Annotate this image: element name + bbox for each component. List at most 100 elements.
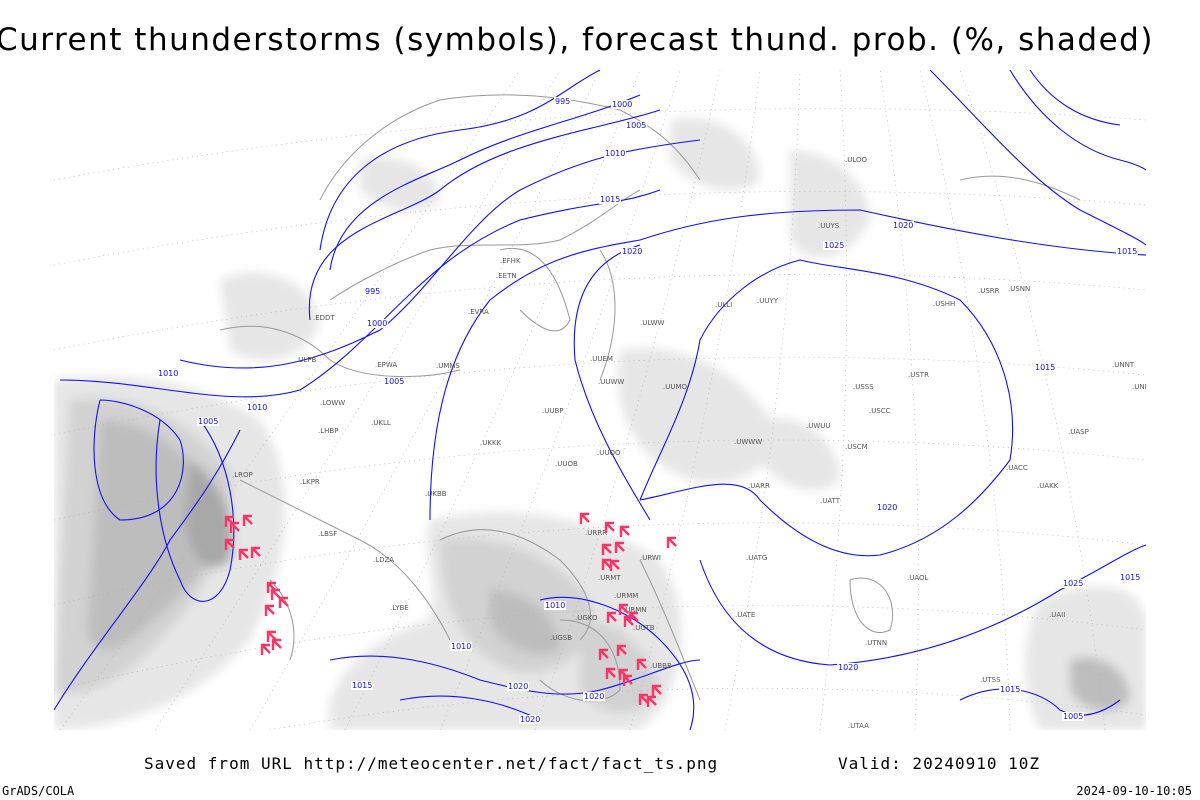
isobar-label: 1025 bbox=[1063, 579, 1083, 588]
isobar-label: 1015 bbox=[352, 681, 372, 690]
meridian bbox=[59, 70, 521, 730]
isobar-label: 1005 bbox=[384, 377, 404, 386]
station-label: .UUOB bbox=[555, 460, 578, 468]
isobar bbox=[959, 688, 1121, 716]
station-label: .UKKK bbox=[480, 439, 502, 447]
isobar-label-bg bbox=[1062, 712, 1084, 721]
station-label: .LOWW bbox=[320, 399, 345, 407]
station-label: .UNNT bbox=[1112, 361, 1135, 369]
coastline bbox=[849, 577, 894, 633]
coastline bbox=[539, 619, 621, 702]
isobar-label: 1010 bbox=[451, 642, 471, 651]
station-label: .USCC bbox=[869, 407, 891, 415]
isobar-label-bg bbox=[876, 503, 898, 512]
isobar-label-bg bbox=[246, 403, 268, 412]
coastline bbox=[239, 479, 451, 641]
probability-area bbox=[220, 272, 320, 360]
isobar-label-bg bbox=[507, 682, 529, 691]
isobar bbox=[639, 259, 1014, 557]
isobar-label: 1020 bbox=[838, 663, 858, 672]
station-label: .EVRA bbox=[468, 308, 489, 316]
station-label: .UUYS bbox=[818, 222, 840, 230]
isobar-label-bg bbox=[1119, 573, 1141, 582]
isobar bbox=[573, 244, 651, 521]
isobar bbox=[329, 94, 641, 271]
station-label: .LDZA bbox=[373, 556, 394, 564]
station-label: .UUOO bbox=[597, 449, 621, 457]
station-label: .UTAA bbox=[848, 722, 869, 730]
isobar bbox=[429, 209, 1146, 521]
coastline bbox=[269, 579, 295, 661]
isobar bbox=[59, 189, 661, 398]
coastline bbox=[639, 559, 701, 701]
station-label: .LHBP bbox=[318, 427, 338, 435]
coastline bbox=[959, 175, 1081, 201]
station-label: .USRR bbox=[978, 287, 1000, 295]
station-label: .EDDT bbox=[313, 314, 335, 322]
isobar-label-bg bbox=[197, 417, 219, 426]
isobar-label-bg bbox=[599, 195, 621, 204]
thunderstorm-symbol bbox=[616, 644, 627, 656]
coastline bbox=[319, 94, 701, 201]
station-label: .UGSB bbox=[550, 634, 572, 642]
valid-time: Valid: 20240910 10Z bbox=[838, 754, 1041, 773]
isobar-label-bg bbox=[366, 319, 388, 328]
station-label: .UWUU bbox=[806, 422, 831, 430]
probability-area bbox=[185, 460, 233, 568]
isobar-label-bg bbox=[1116, 247, 1138, 256]
station-label: .USSS bbox=[853, 383, 874, 391]
isobar-label-bg bbox=[351, 681, 373, 690]
station-label: .EETN bbox=[496, 272, 517, 280]
thunderstorm-symbol bbox=[605, 667, 616, 679]
coastline bbox=[599, 249, 616, 381]
thunderstorm-symbol bbox=[609, 559, 620, 571]
station-label: .UNBB bbox=[1132, 383, 1154, 391]
station-label: .USCM bbox=[845, 443, 868, 451]
coastline bbox=[329, 189, 641, 301]
isobar-label-bg bbox=[999, 685, 1021, 694]
isobar-label-bg bbox=[544, 601, 566, 610]
thunderstorm-symbol bbox=[646, 695, 657, 707]
isobar-label: 1010 bbox=[247, 403, 267, 412]
probability-area bbox=[760, 418, 840, 491]
isobar-label: 1005 bbox=[1063, 712, 1083, 721]
coastline bbox=[499, 248, 571, 332]
thunderstorm-symbol bbox=[260, 643, 271, 655]
thunderstorm-symbol bbox=[242, 514, 253, 526]
station-label: .UKLL bbox=[371, 419, 391, 427]
isobar-label-bg bbox=[625, 121, 647, 130]
thunderstorm-symbol bbox=[238, 548, 249, 560]
isobar-label-bg bbox=[837, 663, 859, 672]
thunderstorm-symbol bbox=[224, 538, 235, 550]
isobar bbox=[399, 695, 541, 721]
isobar-label: 995 bbox=[365, 287, 380, 296]
isobar-label-bg bbox=[383, 377, 405, 386]
meridian bbox=[879, 70, 919, 730]
isobar-label-bg bbox=[1062, 579, 1084, 588]
isobar-label-bg bbox=[450, 642, 472, 651]
thunderstorm-symbol bbox=[604, 521, 615, 533]
isobar bbox=[54, 429, 241, 711]
isobar-label: 1010 bbox=[605, 149, 625, 158]
station-label: .UTSS bbox=[980, 676, 1001, 684]
probability-area bbox=[360, 157, 440, 211]
thunderstorm-symbol bbox=[636, 658, 647, 670]
thunderstorm-symbol bbox=[619, 525, 630, 537]
thunderstorm-symbol bbox=[229, 521, 240, 533]
station-label: .ULPB bbox=[296, 356, 316, 364]
source-url-text: Saved from URL http://meteocenter.net/fa… bbox=[144, 754, 719, 773]
station-label: .USHH bbox=[933, 300, 955, 308]
isobar-label: 1025 bbox=[824, 241, 844, 250]
station-label: .EFHK bbox=[500, 257, 521, 265]
isobar-label: 1005 bbox=[626, 121, 646, 130]
probability-area bbox=[790, 150, 870, 258]
thunderstorm-symbol bbox=[622, 674, 633, 686]
parallel bbox=[54, 274, 1146, 351]
map-title: Current thunderstorms (symbols), forecas… bbox=[0, 22, 1154, 58]
isobar-label: 1015 bbox=[1035, 363, 1055, 372]
coastlines-borders bbox=[219, 94, 1081, 702]
thunderstorm-probability-shading bbox=[54, 118, 1146, 730]
station-label: .LYBE bbox=[390, 604, 409, 612]
station-label: .LBSF bbox=[318, 530, 337, 538]
